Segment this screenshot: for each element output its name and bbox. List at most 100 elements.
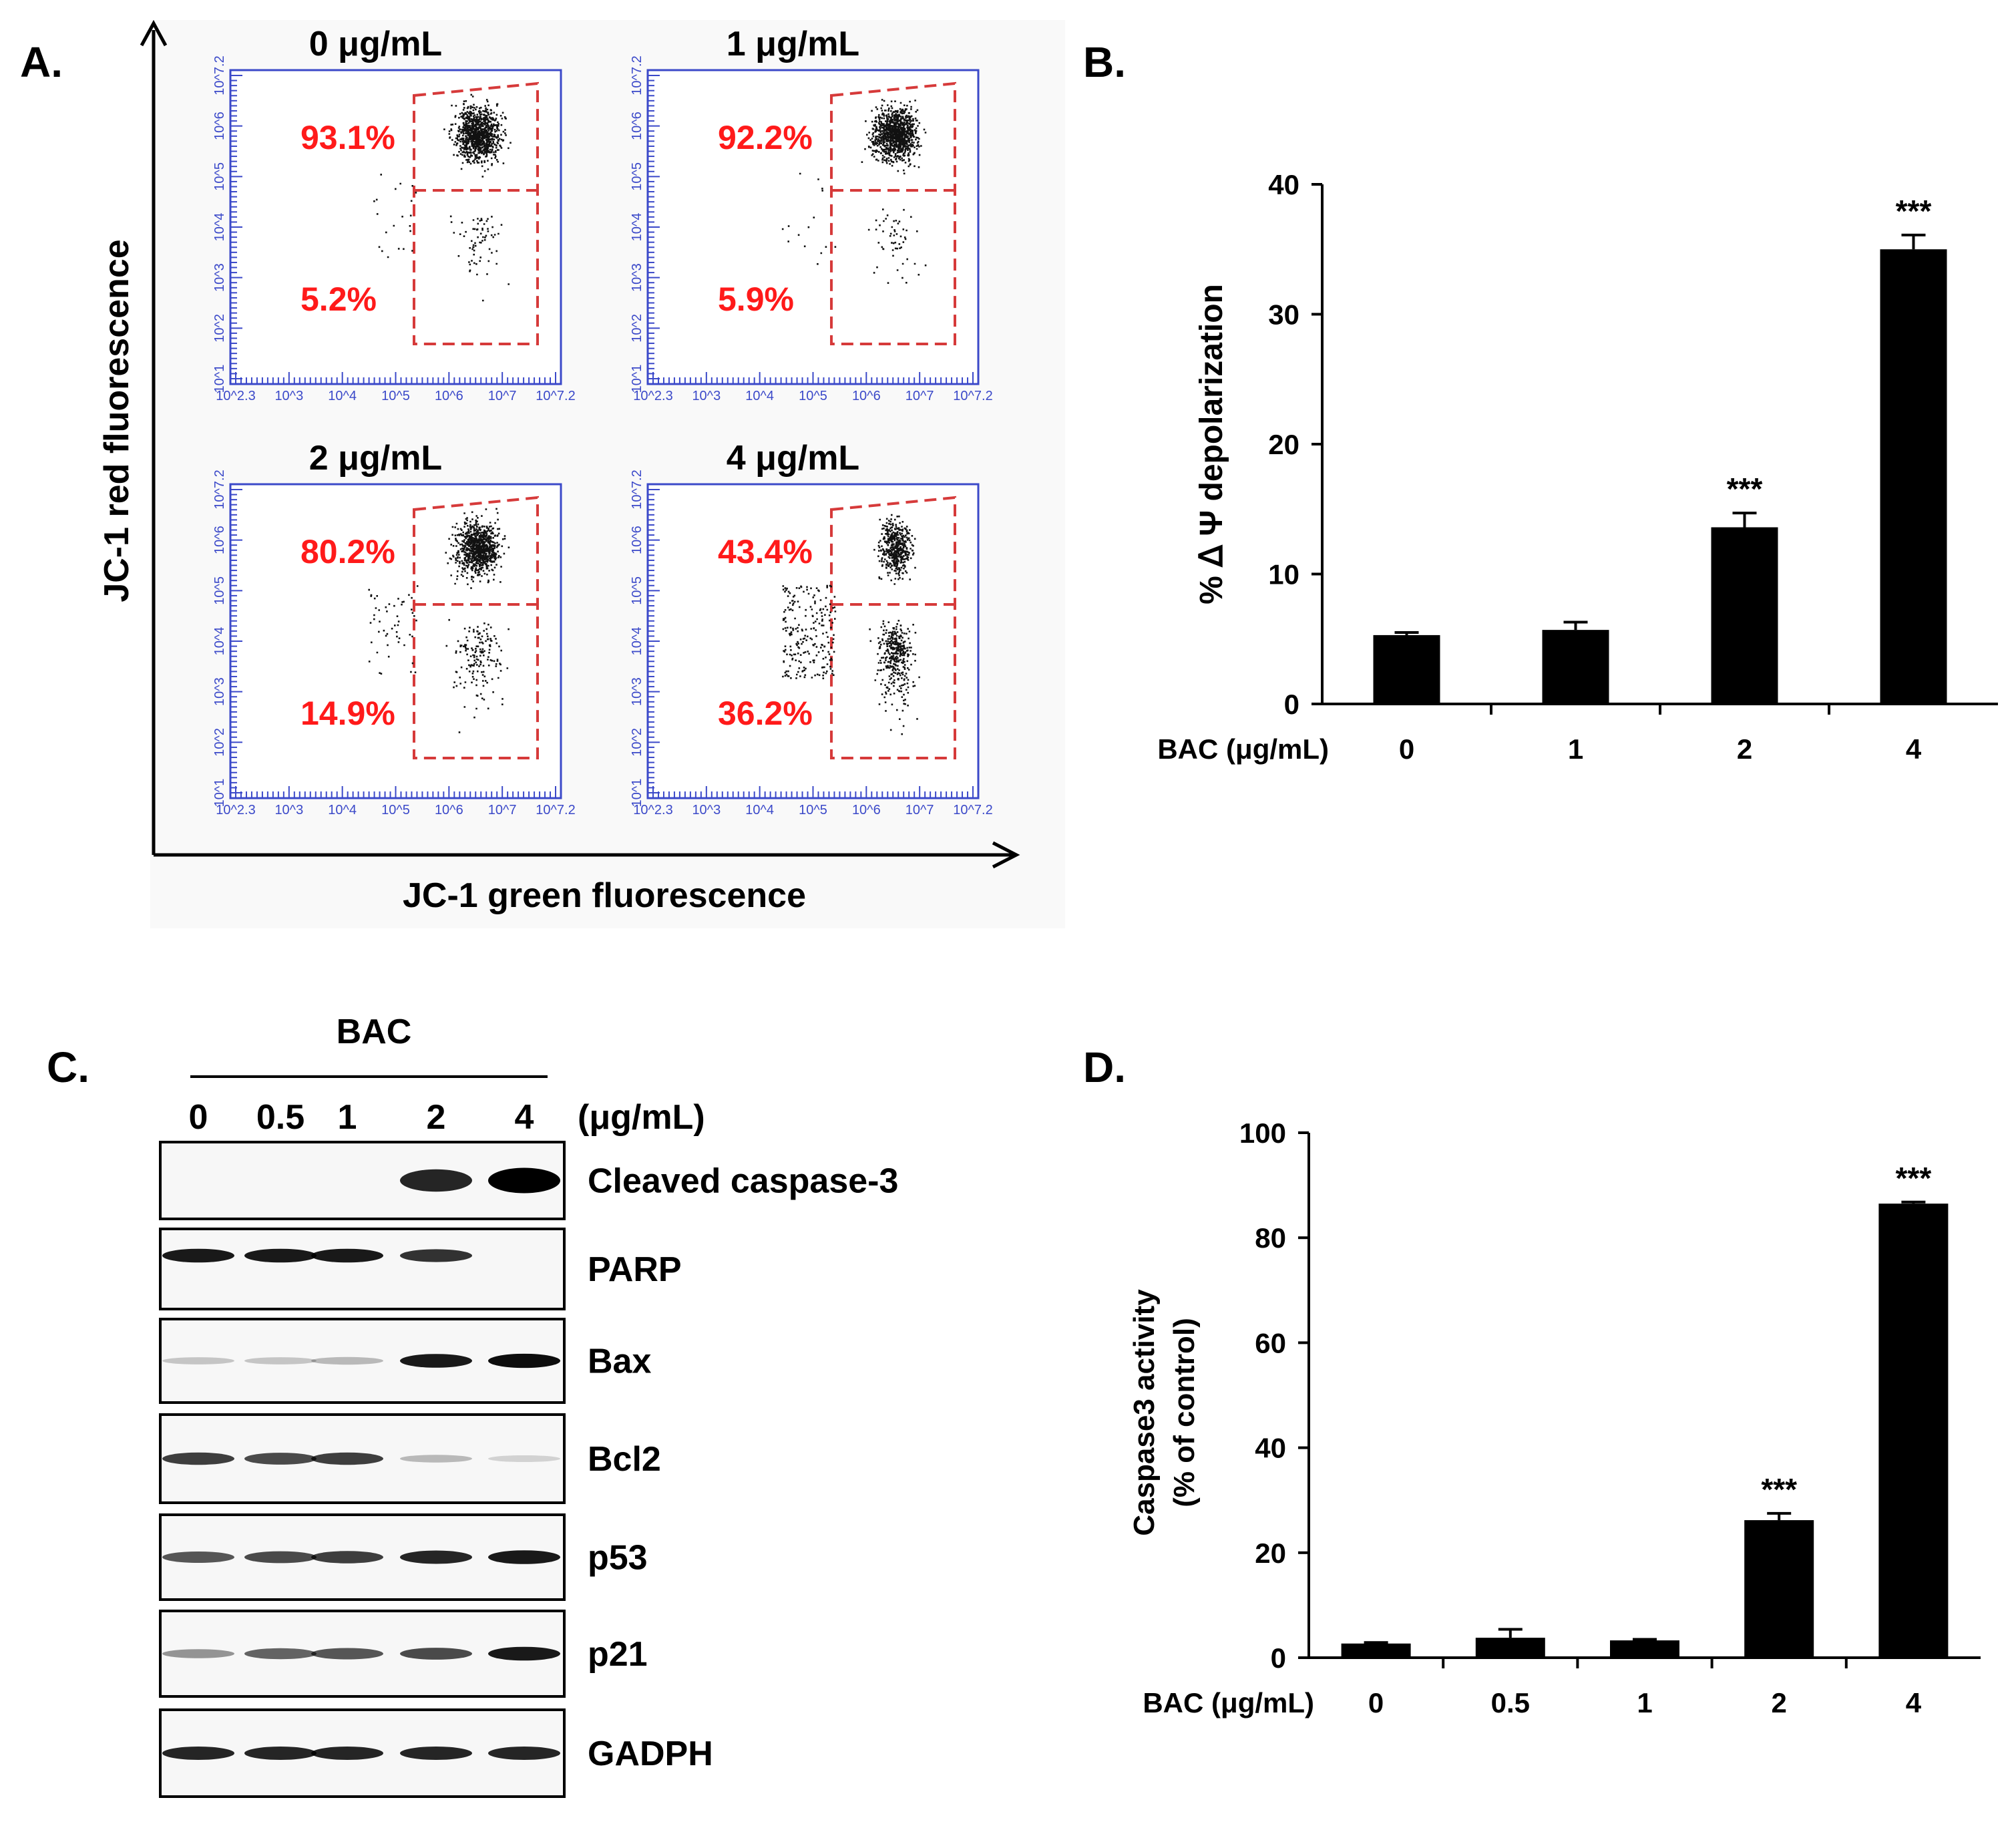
- blot-row-6: GADPH: [159, 1708, 713, 1798]
- significance-label: ***: [1727, 472, 1763, 506]
- blot-row-3: Bcl2: [159, 1413, 661, 1504]
- x-tick-label: 10^3: [692, 803, 721, 817]
- blot-label: GADPH: [588, 1735, 713, 1773]
- blot-label: p53: [588, 1539, 648, 1578]
- y-tick-label: 10^2: [630, 314, 644, 343]
- significance-label: ***: [1761, 1472, 1797, 1507]
- y-tick-label: 10^3: [212, 263, 227, 292]
- y-tick-label: 10^5: [212, 162, 227, 191]
- x-tick-label: 10^2.3: [633, 803, 672, 817]
- chart-d-caspase3: 0 20 40 60 80 100 0 0.5 1 2 *** 4 *** BAC (μg/mL) Casp…: [1128, 1117, 1981, 1718]
- panel-a-flow-cytometry: JC-1 red fluorescence JC-1 green fluores…: [97, 19, 1065, 928]
- x-axis-label: BAC (μg/mL): [1143, 1687, 1314, 1718]
- blot-row-1: PARP: [159, 1228, 682, 1310]
- x-tick-label: 10^6: [435, 389, 463, 403]
- blot-row-4: p53: [159, 1513, 648, 1601]
- y-tick-label: 10^2: [630, 728, 644, 757]
- blot-band: [400, 1169, 472, 1192]
- blot-band: [311, 1356, 383, 1365]
- x-tick-label: 10^7.2: [953, 803, 992, 817]
- panel-label-b: B.: [1083, 38, 1126, 86]
- gate-polygon: [413, 496, 539, 759]
- blot-band: [400, 1648, 472, 1660]
- scatter-dots: [782, 514, 920, 735]
- blot-band: [244, 1551, 317, 1564]
- scatter-plot-0: 10^1 10^2 10^3 10^4 10^5 10^6 10^7.2 10^2.3 10^3…: [212, 25, 576, 403]
- panel-label-a: A.: [20, 38, 63, 86]
- western-blot-lanes: 0 0.5 1 2 4 Cleaved caspase-3 PARP Bax Bcl2 p53 p2…: [159, 1098, 898, 1798]
- scatter-frame: [229, 69, 562, 385]
- western-treatment-label: BAC: [337, 1013, 412, 1051]
- x-tick-label: 10^5: [381, 803, 410, 817]
- x-tick-label: 2: [1737, 733, 1752, 765]
- x-tick-label: 10^7.2: [536, 389, 575, 403]
- x-tick-label: 10^7: [488, 803, 517, 817]
- significance-label: ***: [1896, 1161, 1932, 1196]
- y-axis-label: % ᐃ Ψ depolarization: [1194, 284, 1229, 604]
- blot-band: [488, 1353, 560, 1369]
- bar-0.5: [1475, 1638, 1545, 1658]
- x-tick-label: 1: [1637, 1687, 1652, 1718]
- y-tick-label: 40: [1255, 1433, 1286, 1464]
- y-tick-label: 10^4: [630, 627, 644, 656]
- x-tick-label: 1: [1568, 733, 1583, 765]
- blot-band: [400, 1747, 472, 1760]
- bar-1: [1542, 630, 1609, 704]
- blot-band: [400, 1550, 472, 1564]
- upper-percentage: 92.2%: [718, 119, 813, 156]
- bar-1: [1610, 1640, 1679, 1658]
- blot-band: [162, 1452, 234, 1465]
- blot-band: [400, 1455, 472, 1463]
- x-tick-label: 10^3: [692, 389, 721, 403]
- x-tick-label: 0.5: [1491, 1687, 1530, 1718]
- scatter-frame: [646, 69, 980, 385]
- x-tick-label: 10^5: [381, 389, 410, 403]
- blot-box: [159, 1141, 566, 1220]
- y-axis-label-line1: Caspase3 activity: [1128, 1289, 1161, 1536]
- x-tick-label: 10^7: [488, 389, 517, 403]
- x-tick-label: 10^3: [274, 389, 303, 403]
- lane-label: 0.5: [256, 1098, 305, 1137]
- x-tick-label: 10^7.2: [536, 803, 575, 817]
- panel-a-x-axis-label: JC-1 green fluorescence: [403, 876, 806, 915]
- y-tick-label: 10^7.2: [630, 470, 644, 509]
- x-axis-label: BAC (μg/mL): [1157, 733, 1329, 765]
- y-tick-label: 10^6: [630, 526, 644, 554]
- lower-percentage: 5.9%: [718, 281, 794, 318]
- x-tick-label: 10^6: [852, 803, 881, 817]
- y-tick-label: 10^7.2: [630, 55, 644, 95]
- y-tick-label: 10^5: [630, 576, 644, 605]
- y-tick-label: 60: [1255, 1327, 1286, 1358]
- bar-2: [1711, 527, 1778, 704]
- blot-band: [311, 1248, 383, 1263]
- panel-label-c: C.: [47, 1043, 89, 1091]
- scatter-plots: 10^1 10^2 10^3 10^4 10^5 10^6 10^7.2 10^2.3 10^3…: [212, 25, 993, 817]
- y-tick-label: 10^4: [630, 213, 644, 242]
- y-tick-label: 100: [1239, 1117, 1286, 1149]
- lower-percentage: 5.2%: [300, 281, 377, 318]
- x-tick-label: 10^3: [274, 803, 303, 817]
- x-tick-label: 0: [1399, 733, 1414, 765]
- scatter-dots: [781, 99, 927, 284]
- scatter-plot-2: 10^1 10^2 10^3 10^4 10^5 10^6 10^7.2 10^2.3 10^3…: [212, 439, 576, 817]
- blot-band: [400, 1354, 472, 1368]
- y-tick-label: 10^1: [630, 365, 644, 393]
- y-tick-label: 20: [1255, 1537, 1286, 1569]
- y-tick-label: 10^1: [630, 779, 644, 807]
- scatter-frame: [229, 483, 562, 799]
- blot-box: [159, 1228, 566, 1310]
- lane-label: 0: [189, 1098, 208, 1137]
- bar-4: [1880, 249, 1947, 704]
- blot-row-0: Cleaved caspase-3: [159, 1141, 898, 1220]
- y-tick-label: 10^5: [212, 576, 227, 605]
- y-tick-label: 10^6: [212, 526, 227, 554]
- panel-a-x-arrowhead: [992, 841, 1020, 869]
- x-tick-label: 10^6: [435, 803, 463, 817]
- x-tick-label: 10^7: [905, 803, 934, 817]
- blot-band: [311, 1452, 383, 1465]
- lane-label: 1: [338, 1098, 357, 1137]
- chart-b-depolarization: 0 10 20 30 40 0 1 2 *** 4 *** BAC (μg/mL) % ᐃ Ψ depo…: [1157, 169, 1998, 765]
- y-axis-label-line2: (% of control): [1168, 1318, 1201, 1507]
- y-tick-label: 10: [1268, 559, 1299, 590]
- blot-label: p21: [588, 1635, 648, 1674]
